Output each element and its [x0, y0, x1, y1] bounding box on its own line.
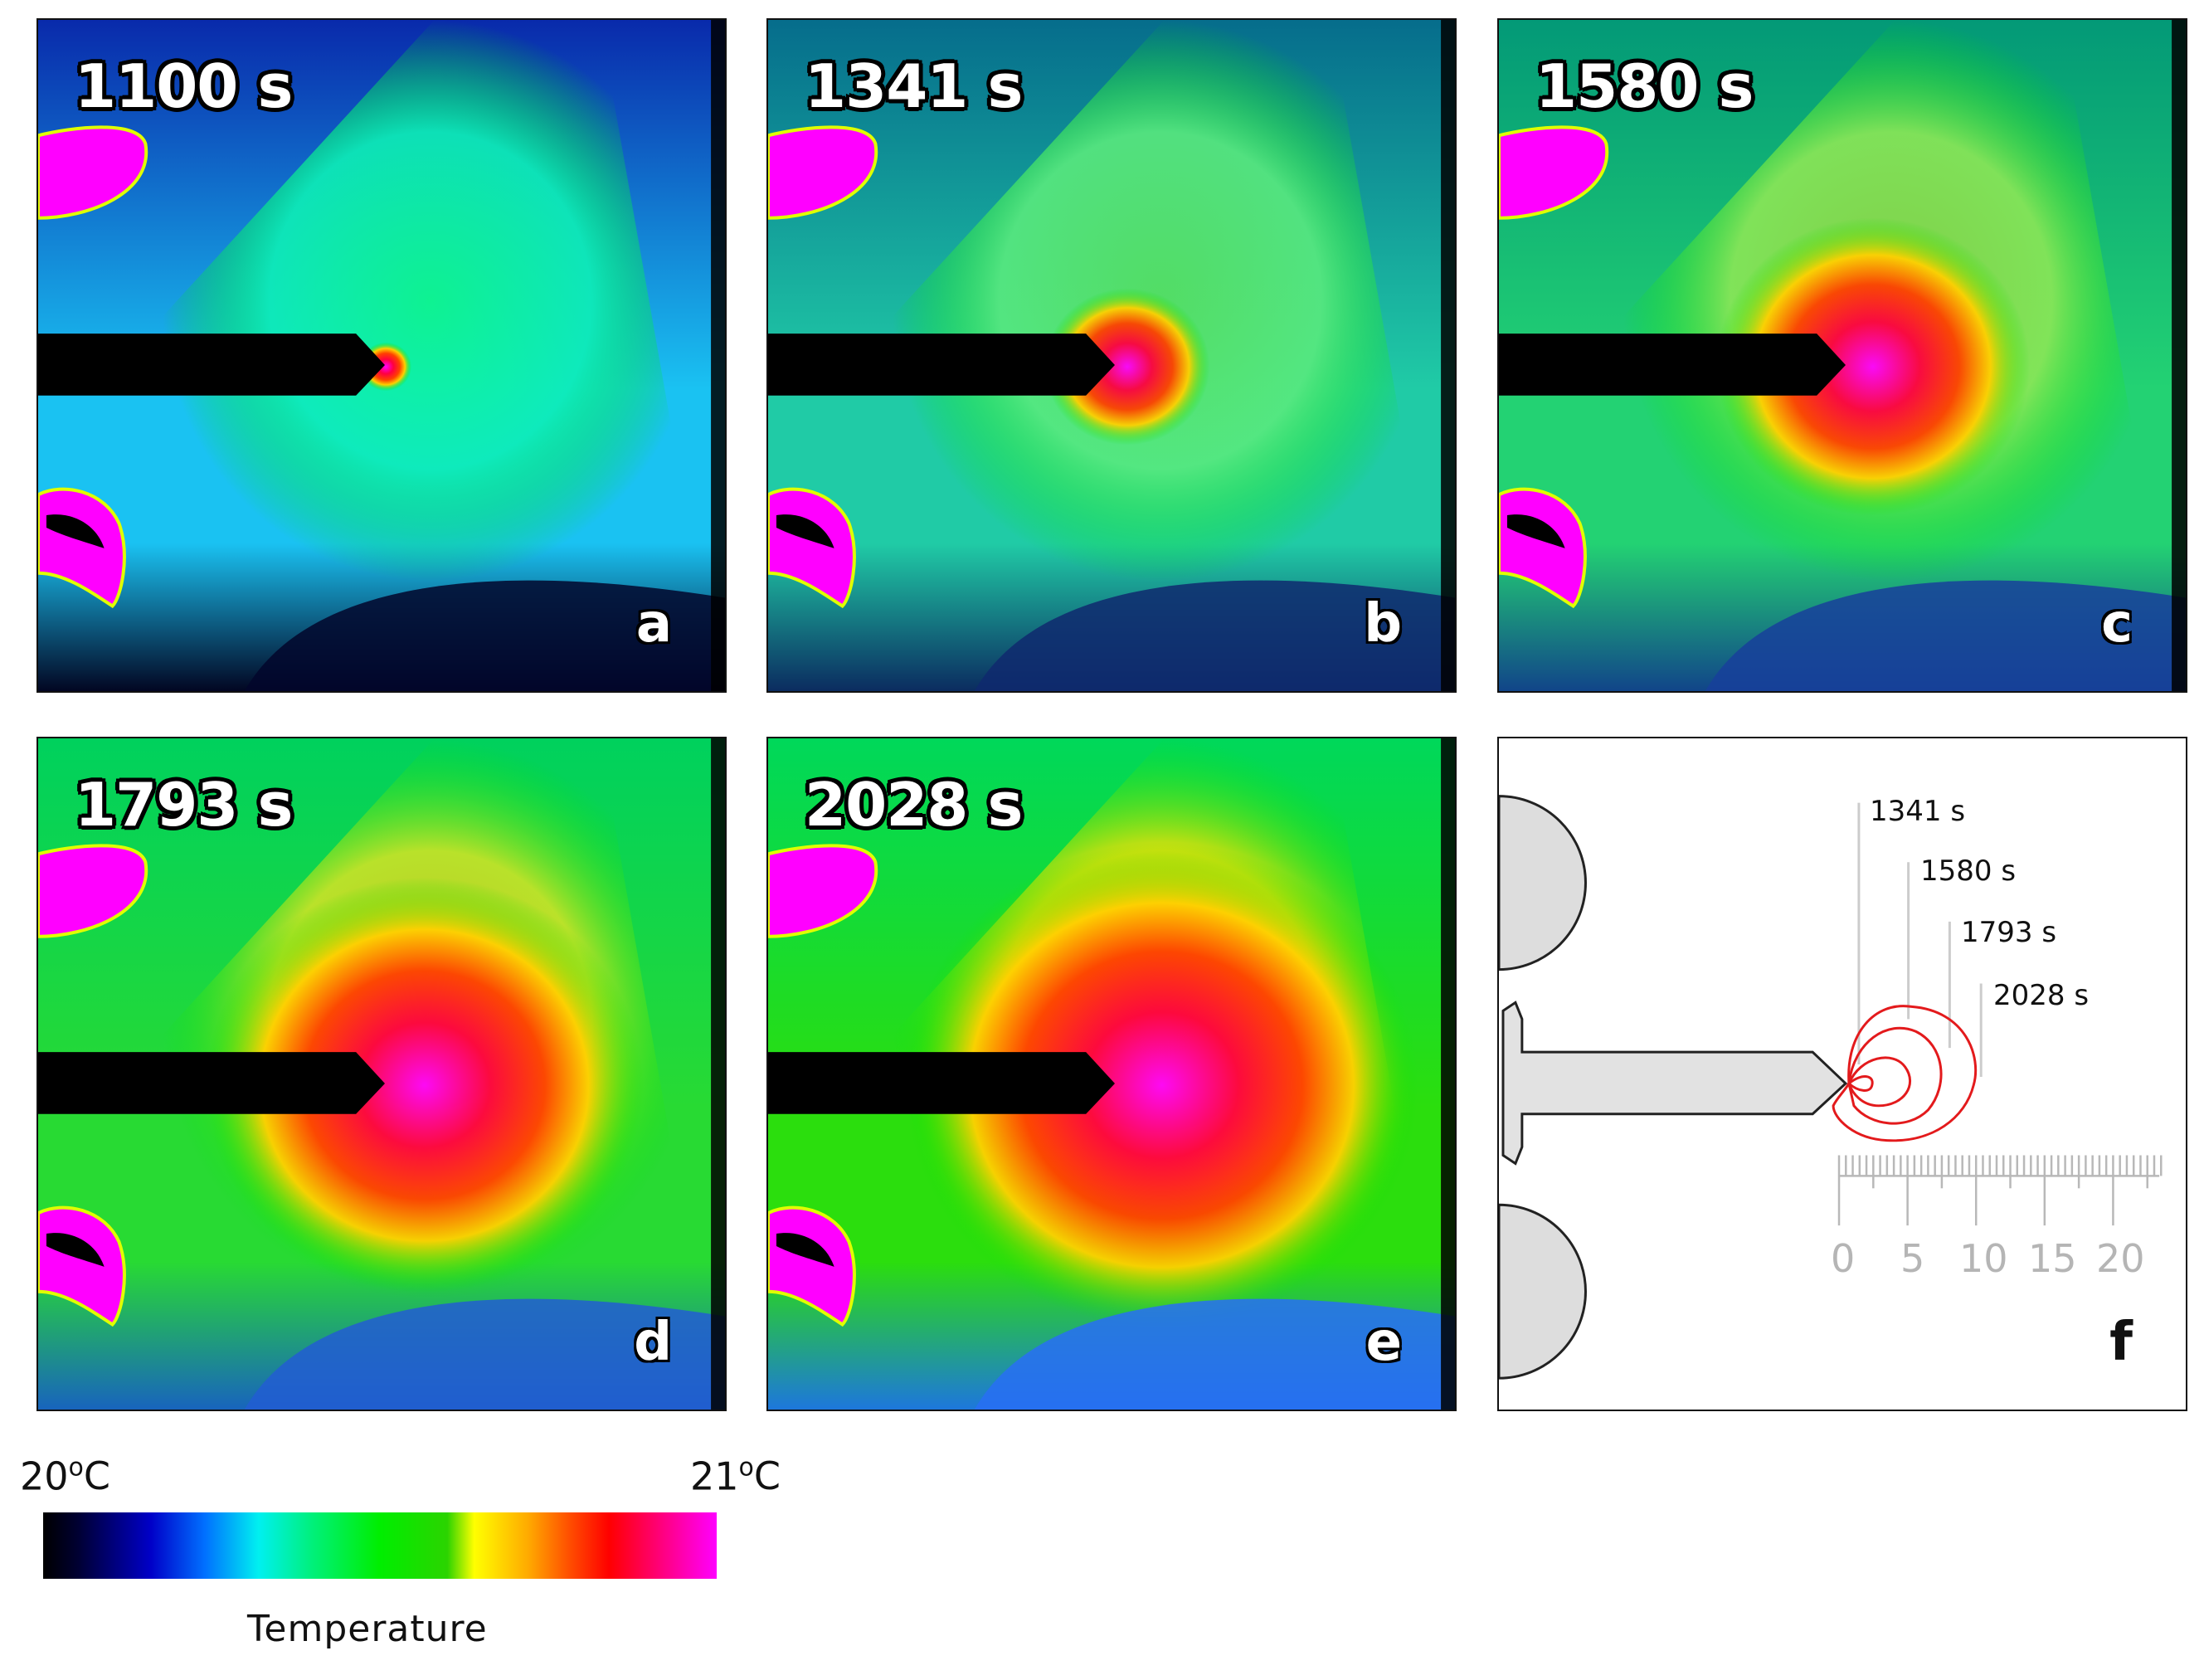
temperature-contours: [1832, 1005, 1978, 1142]
scale-tick-label: 5: [1900, 1236, 1925, 1281]
contour-label-1341: 1341 s: [1870, 795, 1966, 828]
degree-mark: o: [738, 1454, 754, 1483]
time-label: 2028 s: [805, 770, 1023, 840]
thermal-image-d: [38, 738, 725, 1410]
thermal-panel-e: 2028 s e: [766, 737, 1457, 1411]
panel-letter: f: [2109, 1312, 2133, 1373]
thermal-image-c: [1499, 20, 2186, 691]
colorbar-min-value: 20: [20, 1454, 69, 1499]
thermal-image-e: [768, 738, 1455, 1410]
notched-specimen: [1501, 1001, 1848, 1166]
colorbar-max-label: 21oC: [690, 1454, 781, 1498]
scale-ruler: [1837, 1155, 2163, 1226]
colorbar-title: Temperature: [247, 1608, 488, 1650]
contour-label-1580: 1580 s: [1920, 855, 2017, 888]
scale-tick-label: 20: [2096, 1236, 2145, 1281]
bottom-roller: [1499, 1203, 1587, 1380]
scale-tick-label: 10: [1959, 1236, 2008, 1281]
top-roller: [1499, 795, 1587, 971]
panel-letter: e: [1365, 1312, 1402, 1373]
thermal-image-b: [768, 20, 1455, 691]
thermal-panel-b: 1341 s b: [766, 18, 1457, 693]
thermal-panel-a: 1100 s a: [36, 18, 727, 693]
time-label: 1341 s: [805, 51, 1023, 121]
temperature-colorbar: [43, 1512, 717, 1579]
thermal-panel-c: 1580 s c: [1497, 18, 2187, 693]
time-label: 1580 s: [1535, 51, 1754, 121]
panel-letter: c: [2101, 593, 2133, 655]
panel-letter: a: [635, 593, 672, 655]
schematic-panel-f: 1341 s 1580 s 1793 s 2028 s 0 5 10 15 20…: [1497, 737, 2187, 1411]
schematic-drawing: [1499, 795, 2163, 1380]
time-label: 1793 s: [75, 770, 293, 840]
colorbar-unit: oC: [68, 1454, 111, 1499]
colorbar-min-label: 20oC: [20, 1454, 110, 1498]
degree-mark: o: [68, 1454, 84, 1483]
scale-tick-label: 15: [2028, 1236, 2077, 1281]
contour-label-2028: 2028 s: [1993, 979, 2090, 1012]
thermal-panel-d: 1793 s d: [36, 737, 727, 1411]
contour-label-1793: 1793 s: [1961, 916, 2057, 949]
thermal-image-a: [38, 20, 725, 691]
panel-letter: b: [1364, 593, 1402, 655]
panel-letter: d: [634, 1312, 672, 1373]
time-label: 1100 s: [75, 51, 293, 121]
timeline-lines: [1857, 802, 1983, 1077]
colorbar-unit: oC: [738, 1454, 781, 1499]
scale-tick-label: 0: [1831, 1236, 1856, 1281]
colorbar-max-value: 21: [690, 1454, 739, 1499]
